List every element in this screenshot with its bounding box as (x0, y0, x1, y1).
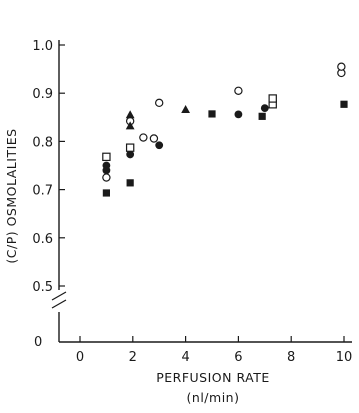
y-tick-label: 1.0 (32, 39, 53, 54)
open-circle-point (102, 173, 111, 182)
open-circle-point (234, 86, 243, 95)
x-ticks: 0 2 4 6 8 10 (76, 336, 352, 365)
open-circle-point (337, 62, 346, 71)
y-tick-label: 0.5 (32, 280, 53, 295)
x-tick-label: 6 (234, 350, 242, 365)
filled-circle-point (234, 110, 243, 119)
data-points (102, 62, 348, 197)
x-tick-label: 0 (76, 350, 84, 365)
x-tick-label: 8 (287, 350, 295, 365)
x-tick-label: 4 (181, 350, 189, 365)
filled-square-point (208, 110, 216, 118)
y-ticks: 0.5 0.6 0.7 0.8 0.9 1.0 (32, 39, 65, 295)
filled-circle-point (260, 104, 269, 113)
filled-square-point (102, 189, 110, 197)
filled-triangle-point (125, 110, 135, 119)
y-tick-label: 0.7 (32, 184, 53, 199)
y-tick-label: 0.8 (32, 135, 53, 150)
open-square-point (125, 143, 135, 152)
filled-square-point (258, 112, 266, 120)
open-circle-point (154, 98, 164, 108)
filled-circle-point (126, 150, 135, 159)
x-tick-label: 10 (336, 350, 353, 365)
y-axis-break-mark-upper (51, 291, 67, 301)
filled-square-point (340, 100, 348, 108)
x-tick-label: 2 (129, 350, 137, 365)
filled-triangle-point (125, 121, 135, 130)
open-square-point (268, 94, 277, 103)
x-axis-label: PERFUSION RATE (156, 370, 270, 385)
filled-triangle-point (181, 104, 190, 113)
filled-circle-point (155, 141, 164, 150)
y-axis-label: (C/P) OSMOLALITIES (4, 128, 19, 263)
x-axis-unit-label: (nl/min) (187, 390, 240, 405)
filled-square-point (126, 179, 134, 187)
y-tick-label: 0.9 (32, 87, 53, 102)
y-axis-break-mark-lower (51, 299, 67, 309)
y-origin-label: 0 (34, 335, 42, 350)
y-tick-label: 0.6 (32, 232, 53, 247)
filled-circle-point (102, 161, 111, 170)
open-circle-point (149, 134, 159, 143)
open-square-point (102, 152, 111, 162)
open-circle-point (139, 133, 148, 142)
